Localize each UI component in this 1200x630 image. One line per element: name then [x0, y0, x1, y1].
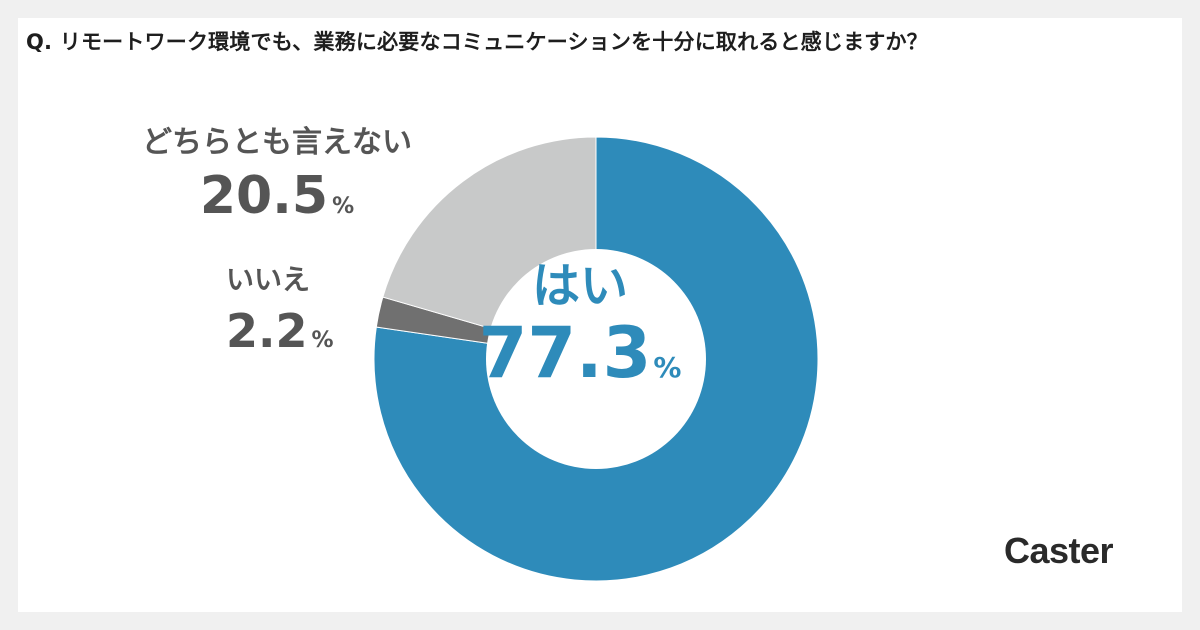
- label-neither-category: どちらとも言えない: [142, 125, 412, 160]
- label-yes-value: 77.3: [478, 312, 652, 394]
- label-neither: どちらとも言えない 20.5%: [142, 125, 412, 223]
- label-no-unit: %: [311, 328, 334, 353]
- caster-logo: Caster: [1004, 530, 1114, 571]
- label-neither-value: 20.5: [199, 166, 329, 226]
- label-yes: はい 77.3%: [470, 262, 690, 388]
- donut-hole: [486, 249, 706, 469]
- label-no-value: 2.2: [226, 304, 308, 358]
- label-yes-category: はい: [531, 258, 628, 314]
- label-no: いいえ 2.2%: [226, 263, 334, 355]
- label-no-category: いいえ: [226, 263, 311, 296]
- label-yes-unit: %: [653, 351, 682, 384]
- chart-title: Q. リモートワーク環境でも、業務に必要なコミュニケーションを十分に取れると感じ…: [26, 30, 928, 54]
- label-neither-unit: %: [332, 194, 355, 219]
